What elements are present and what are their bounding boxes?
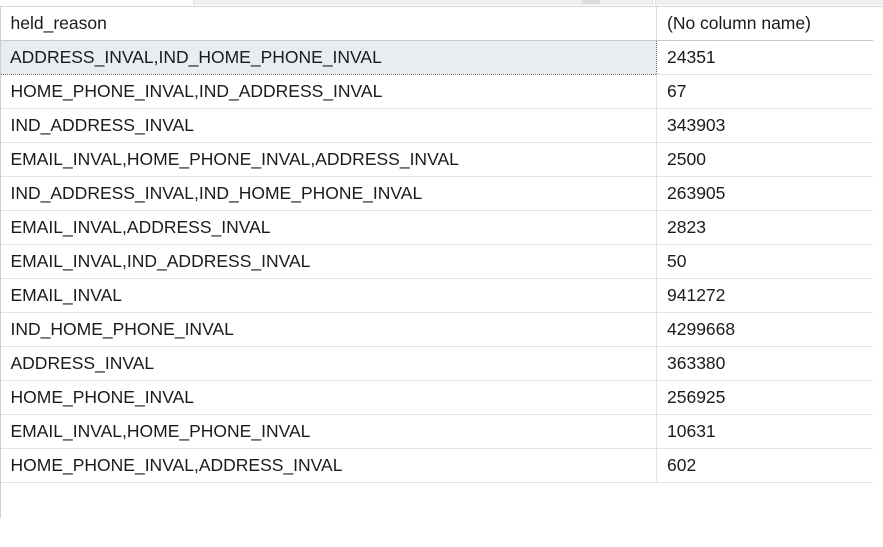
table-row[interactable]: IND_ADDRESS_INVAL,IND_HOME_PHONE_INVAL 26… <box>0 176 873 211</box>
cell-held-reason[interactable]: HOME_PHONE_INVAL,IND_ADDRESS_INVAL <box>0 74 657 109</box>
cell-held-reason[interactable]: IND_HOME_PHONE_INVAL <box>0 312 657 347</box>
cell-count[interactable]: 4299668 <box>656 312 873 347</box>
toolbar-handle-icon <box>582 0 600 4</box>
results-grid[interactable]: held_reason (No column name) ADDRESS_INV… <box>0 7 883 547</box>
table-row[interactable]: HOME_PHONE_INVAL,ADDRESS_INVAL 602 <box>0 448 873 483</box>
cell-held-reason[interactable]: EMAIL_INVAL,IND_ADDRESS_INVAL <box>0 244 657 279</box>
toolbar-segment-right <box>655 0 883 5</box>
cell-count[interactable]: 50 <box>656 244 873 279</box>
column-header-held-reason[interactable]: held_reason <box>0 7 657 41</box>
cell-count[interactable]: 2823 <box>656 210 873 245</box>
grid-left-edge <box>0 7 1 518</box>
table-row[interactable]: ADDRESS_INVAL,IND_HOME_PHONE_INVAL 24351 <box>0 40 873 75</box>
cell-count[interactable]: 256925 <box>656 380 873 415</box>
cell-count[interactable]: 67 <box>656 74 873 109</box>
cell-held-reason[interactable]: ADDRESS_INVAL,IND_HOME_PHONE_INVAL <box>0 40 657 75</box>
results-table: held_reason (No column name) ADDRESS_INV… <box>0 7 873 483</box>
cell-count[interactable]: 343903 <box>656 108 873 143</box>
cell-count[interactable]: 602 <box>656 448 873 483</box>
toolbar-strip-partial <box>0 0 883 7</box>
toolbar-segment-left <box>193 0 653 5</box>
cell-count[interactable]: 2500 <box>656 142 873 177</box>
cell-count[interactable]: 10631 <box>656 414 873 449</box>
column-header-no-column-name[interactable]: (No column name) <box>656 7 873 41</box>
cell-held-reason[interactable]: IND_ADDRESS_INVAL <box>0 108 657 143</box>
table-row[interactable]: EMAIL_INVAL,HOME_PHONE_INVAL,ADDRESS_INV… <box>0 142 873 177</box>
cell-count[interactable]: 941272 <box>656 278 873 313</box>
cell-held-reason[interactable]: IND_ADDRESS_INVAL,IND_HOME_PHONE_INVAL <box>0 176 657 211</box>
table-row[interactable]: IND_ADDRESS_INVAL 343903 <box>0 108 873 143</box>
table-row[interactable]: EMAIL_INVAL,ADDRESS_INVAL 2823 <box>0 210 873 245</box>
table-body: ADDRESS_INVAL,IND_HOME_PHONE_INVAL 24351 H… <box>0 40 873 483</box>
table-row[interactable]: HOME_PHONE_INVAL,IND_ADDRESS_INVAL 67 <box>0 74 873 109</box>
cell-held-reason[interactable]: ADDRESS_INVAL <box>0 346 657 381</box>
cell-count[interactable]: 363380 <box>656 346 873 381</box>
cell-held-reason[interactable]: EMAIL_INVAL,ADDRESS_INVAL <box>0 210 657 245</box>
cell-held-reason[interactable]: EMAIL_INVAL <box>0 278 657 313</box>
table-row[interactable]: EMAIL_INVAL 941272 <box>0 278 873 313</box>
cell-held-reason[interactable]: EMAIL_INVAL,HOME_PHONE_INVAL <box>0 414 657 449</box>
cell-count[interactable]: 263905 <box>656 176 873 211</box>
cell-held-reason[interactable]: HOME_PHONE_INVAL <box>0 380 657 415</box>
table-row[interactable]: EMAIL_INVAL,HOME_PHONE_INVAL 10631 <box>0 414 873 449</box>
table-header: held_reason (No column name) <box>0 7 873 41</box>
results-grid-inner: held_reason (No column name) ADDRESS_INV… <box>0 7 873 518</box>
header-row: held_reason (No column name) <box>0 7 873 41</box>
table-row[interactable]: ADDRESS_INVAL 363380 <box>0 346 873 381</box>
cell-held-reason[interactable]: HOME_PHONE_INVAL,ADDRESS_INVAL <box>0 448 657 483</box>
table-row[interactable]: IND_HOME_PHONE_INVAL 4299668 <box>0 312 873 347</box>
cell-count[interactable]: 24351 <box>656 40 873 75</box>
table-row[interactable]: EMAIL_INVAL,IND_ADDRESS_INVAL 50 <box>0 244 873 279</box>
cell-held-reason[interactable]: EMAIL_INVAL,HOME_PHONE_INVAL,ADDRESS_INV… <box>0 142 657 177</box>
table-row[interactable]: HOME_PHONE_INVAL 256925 <box>0 380 873 415</box>
